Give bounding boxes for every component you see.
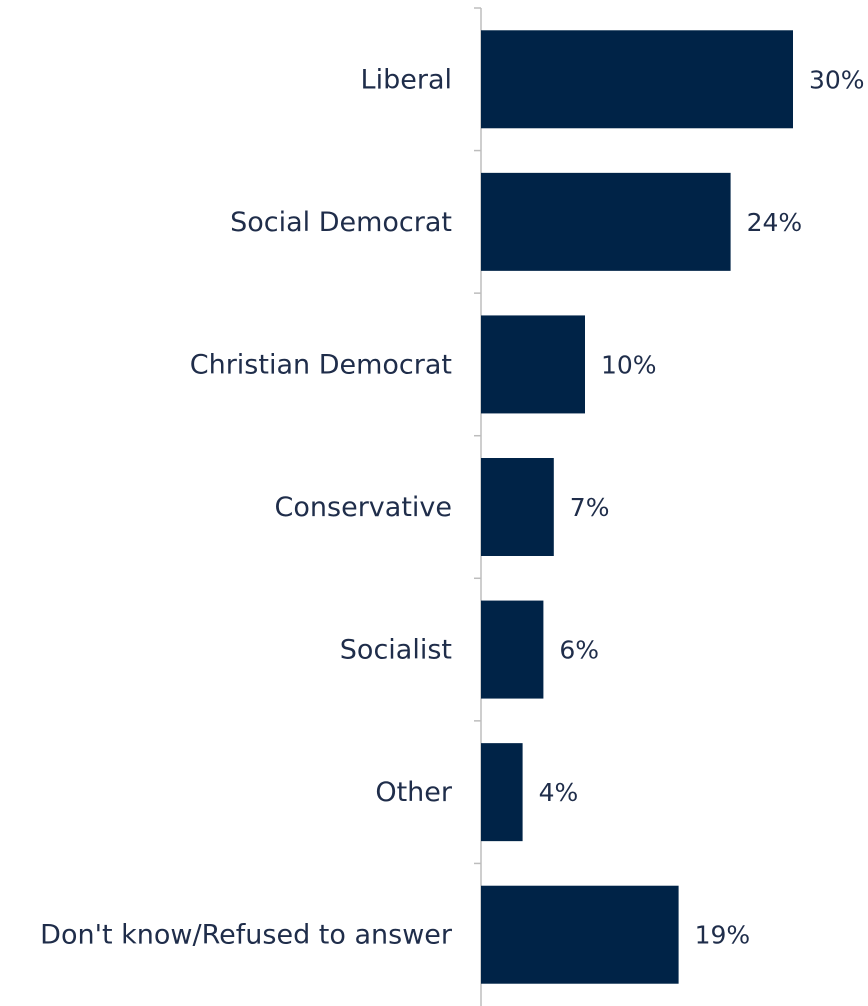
category-label: Liberal [361,64,452,95]
bar-1 [481,172,731,271]
bar-6 [481,885,679,984]
data-label: 10% [601,350,657,379]
category-label: Social Democrat [230,207,452,238]
category-axis [474,7,482,1006]
bars [481,30,793,984]
data-label: 6% [559,636,599,665]
data-label: 19% [695,921,751,950]
category-label: Socialist [340,635,452,666]
bar-3 [481,458,554,556]
data-label: 4% [539,778,579,807]
data-label: 30% [809,65,865,94]
value-labels: 30% 24% 10% 7% 6% 4% 19% [539,65,865,949]
bar-0 [481,30,793,129]
bar-5 [481,743,523,842]
category-label: Don't know/Refused to answer [40,920,453,951]
bar-4 [481,600,544,699]
category-labels: Liberal Social Democrat Christian Democrat… [40,64,453,950]
category-label: Other [375,777,453,808]
data-label: 7% [570,493,610,522]
data-label: 24% [747,208,803,237]
category-label: Conservative [275,492,452,523]
category-label: Christian Democrat [190,349,452,380]
bar-2 [481,315,585,414]
